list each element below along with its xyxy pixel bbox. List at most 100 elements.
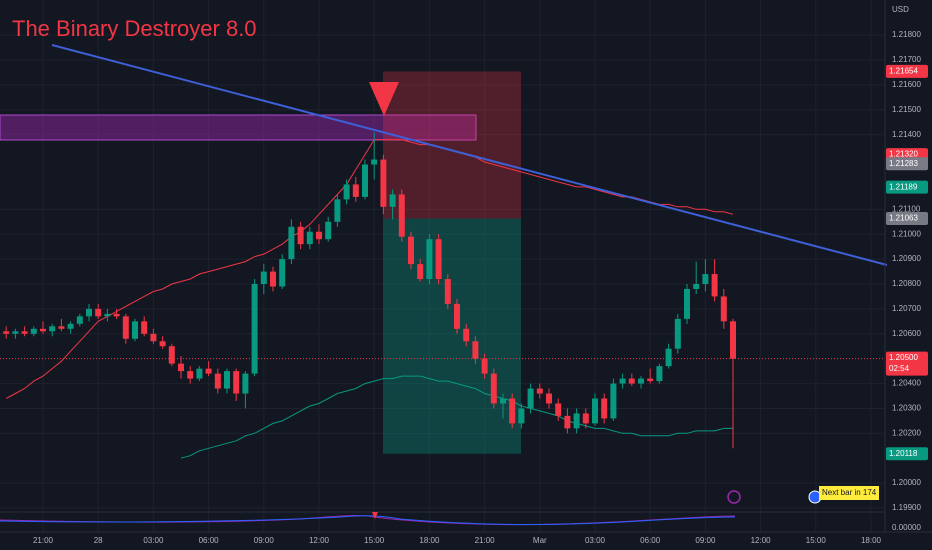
y-tick-label: 1.21800 [892,30,921,39]
x-tick-label: 21:00 [475,536,496,545]
candle-body [325,221,332,240]
candle-body [582,413,589,424]
x-tick-label: 21:00 [33,536,54,545]
x-tick-label: 18:00 [419,536,440,545]
candle-body [58,326,65,329]
candle-body [362,164,368,197]
candle-body [49,326,56,332]
candle-body [150,333,157,342]
candle-body [592,398,598,424]
candle-body [490,373,497,404]
y-tick-label: 1.20400 [892,379,921,388]
y-tick-label: 1.21100 [892,204,921,213]
price-badge [886,157,928,171]
price-badge-label: 1.21320 [889,150,918,159]
candle-body [408,236,414,265]
y-tick-label: 1.20200 [892,428,921,437]
last-price-badge [886,351,928,376]
y-tick-label: 1.20000 [892,478,921,487]
note-box [819,486,879,500]
candle-body [12,331,19,334]
candle-body [647,378,654,382]
candle-body [527,388,534,409]
event-icon [727,490,741,504]
x-tick-label: 18:00 [861,536,882,545]
candle-body [435,239,442,280]
candle-body [196,368,203,379]
overlay-line [180,375,733,459]
candle-body [730,321,736,359]
candle-body [334,199,341,222]
candle-body [178,363,184,372]
candle-body [316,231,322,240]
overlay-line [5,139,734,399]
y-tick-label: 1.20800 [892,279,921,288]
candle-body [426,239,433,280]
candle-body [141,321,148,334]
oscillator-tick-label: 0.00000 [892,523,921,532]
candle-body [297,226,304,245]
x-tick-label: 28 [94,536,103,545]
candle-body [472,341,479,359]
candle-body [656,366,663,382]
candle-body [573,413,580,429]
candle-body [628,378,635,384]
candle-body [389,194,396,207]
candle-body [306,231,313,245]
candle-body [564,415,571,429]
x-tick-label: 15:00 [806,536,827,545]
plot [0,132,885,459]
candle-body [260,271,267,285]
x-tick-label: 09:00 [254,536,275,545]
position-boxes [383,71,521,454]
sell-signal [369,82,399,116]
y-tick-label: 1.21700 [892,55,921,64]
x-tick-label: Mar [533,536,547,545]
candle-body [711,274,718,297]
candle-body [665,348,672,367]
chart-title: The Binary Destroyer 8.0 [12,16,257,41]
candle-body [444,279,451,304]
candle-body [3,331,10,334]
y-tick-label: 1.21000 [892,229,921,238]
candle-body [40,328,46,332]
candle-body [352,184,359,197]
candle-body [638,378,644,384]
candle-body [509,398,516,424]
candle-body [214,373,221,389]
candle-body [481,358,488,374]
candle-body [693,284,700,289]
stop-zone [383,71,521,219]
candle-body [454,303,460,329]
y-tick-label: 1.21500 [892,105,921,114]
price-badge [886,64,928,78]
candle-body [76,316,83,324]
x-tick-label: 03:00 [585,536,606,545]
price-badge-label: 1.21189 [889,182,918,191]
candle-body [159,341,166,347]
candle-body [536,388,543,394]
next-bar-note: Next bar in 174 [822,488,877,497]
x-tick-label: 15:00 [364,536,385,545]
price-badge-label: 1.21283 [889,159,918,168]
candle-body [187,371,194,379]
x-tick-label: 03:00 [143,536,164,545]
price-badge [886,212,928,226]
currency: USD [892,5,909,14]
candle-body [684,288,690,319]
candle-body [619,378,626,384]
candle-body [702,274,709,285]
x-tick-label: 06:00 [199,536,220,545]
price-badge [886,180,928,194]
candle-body [205,368,212,374]
candle-body [122,316,129,339]
candle-body [132,321,138,339]
candle-body [674,318,681,349]
candle-body [95,308,102,317]
price-badge-label: 1.20118 [889,449,918,458]
oscillator-line [0,515,736,526]
trendline [51,44,888,266]
candle-body [233,371,240,394]
countdown: 02:54 [889,364,910,373]
